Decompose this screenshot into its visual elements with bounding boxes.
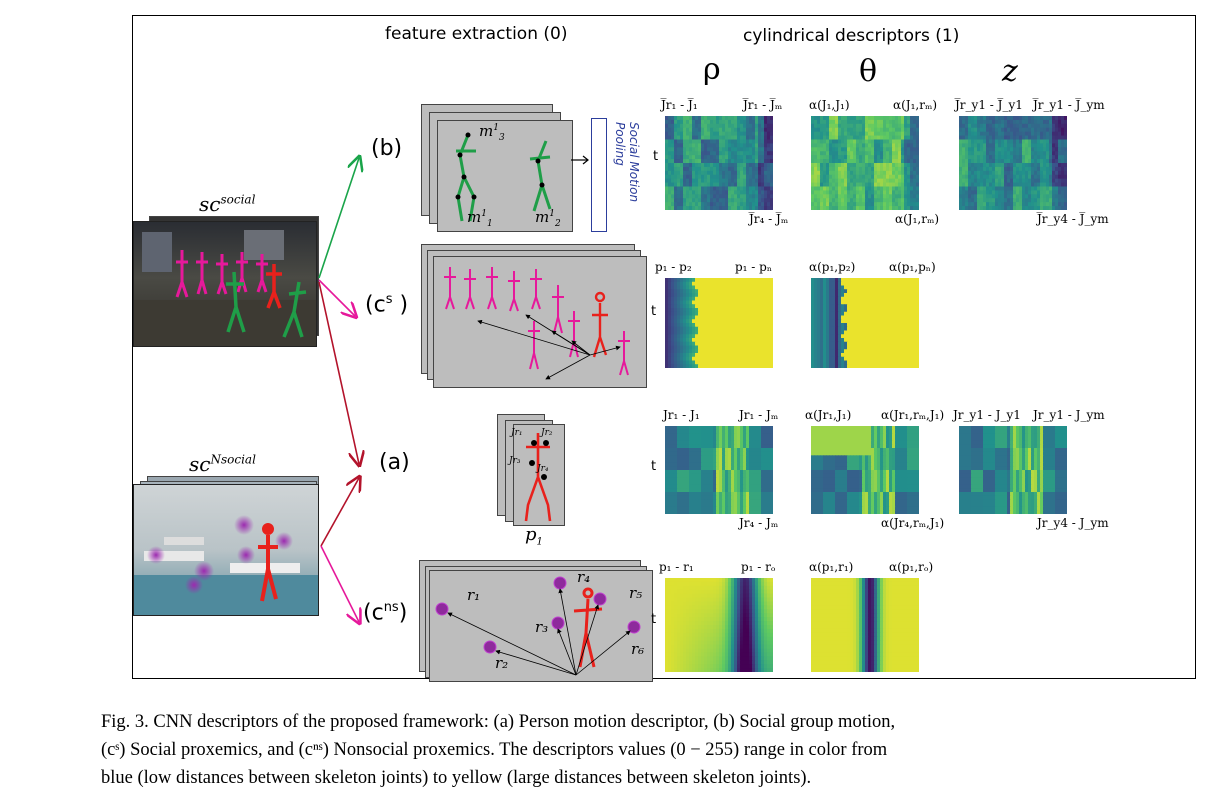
figure-caption: Fig. 3. CNN descriptors of the proposed … [101, 708, 1141, 792]
pooling-arrow [571, 155, 589, 165]
cs-theta-label-tr: α(p₁,pₙ) [889, 260, 936, 274]
row-label-cns: (cns) [363, 600, 408, 626]
cs-rho-t-axis: t [651, 304, 657, 319]
a-rho-label-br: Jr₄ - Jₘ [739, 516, 779, 530]
b-rho-label-tl: J̅r₁ - J̅₁ [661, 98, 698, 112]
cylindrical-descriptors-header: cylindrical descriptors (1) [743, 26, 960, 46]
b-rho-label-tr: J̅r₁ - J̅ₘ [743, 98, 783, 112]
p1-label: p1 [525, 524, 543, 548]
a-z-label-tr: Jr_y1 - J_ym [1033, 408, 1105, 422]
row-label-cs: (cs ) [365, 292, 409, 318]
heatmap-a-z [959, 426, 1068, 515]
b-theta-label-tl: α(J₁,J₁) [809, 98, 850, 112]
cns-rho-label-tl: p₁ - r₁ [659, 560, 694, 574]
m2-label: m12 [535, 208, 561, 229]
cs-rho-label-tr: p₁ - pₙ [735, 260, 773, 274]
r2-label: r₂ [495, 654, 509, 672]
b-theta-label-br: α(J₁,rₘ) [895, 212, 939, 226]
branch-arrows [318, 146, 403, 636]
m3-label: m13 [479, 122, 505, 143]
heatmap-b-z [959, 116, 1068, 211]
b-z-label-tr: J̅r_y1 - J̅_ym [1033, 98, 1105, 112]
row-label-a: (a) [379, 450, 410, 475]
a-z-label-br: Jr_y4 - J_ym [1037, 516, 1109, 530]
m1-label: m11 [467, 208, 493, 229]
heatmap-cs-theta [811, 278, 920, 369]
heatmap-cns-theta [811, 578, 920, 673]
rho-header: ρ [703, 52, 721, 87]
heatmap-a-rho [665, 426, 774, 515]
nonsocial-scene-photo [133, 484, 319, 616]
a-rho-label-tr: Jr₁ - Jₘ [739, 408, 779, 422]
b-z-label-tl: J̅r_y1 - J̅_y1 [955, 98, 1023, 112]
jr3-label: Jr₃ [509, 456, 521, 466]
caption-line-1: Fig. 3. CNN descriptors of the proposed … [101, 712, 896, 732]
jr1-label: Jr₁ [511, 428, 523, 438]
jr2-label: Jr₂ [541, 428, 553, 438]
pooling-label: Social Motion Pooling [613, 122, 641, 203]
cns-rho-label-tr: p₁ - rₒ [741, 560, 776, 574]
a-theta-label-br: α(Jr₄,rₘ,J₁) [881, 516, 945, 530]
a-rho-label-tl: Jr₁ - J₁ [663, 408, 700, 422]
r5-label: r₅ [629, 584, 643, 602]
heatmap-cs-rho [665, 278, 774, 369]
heatmap-cns-rho [665, 578, 774, 673]
cns-rho-t-axis: t [651, 612, 657, 627]
r1-label: r₁ [467, 586, 481, 604]
a-theta-label-tl: α(Jr₁,J₁) [805, 408, 852, 422]
b-z-label-br: J̅r_y4 - J̅_ym [1037, 212, 1109, 226]
heatmap-b-theta [811, 116, 920, 211]
caption-line-3: blue (low distances between skeleton joi… [101, 768, 812, 788]
figure-frame: feature extraction (0) cylindrical descr… [132, 15, 1196, 682]
group-panel-front [437, 120, 573, 232]
cs-rho-label-tl: p₁ - p₂ [655, 260, 692, 274]
jr4-label: Jr₄ [537, 464, 549, 474]
feature-extraction-header: feature extraction (0) [385, 24, 568, 44]
z-header: z [1002, 54, 1018, 89]
social-scene-photo [133, 221, 317, 347]
row-label-b: (b) [371, 136, 403, 161]
b-theta-label-tr: α(J₁,rₘ) [893, 98, 937, 112]
a-theta-label-tr: α(Jr₁,rₘ,J₁) [881, 408, 945, 422]
r3-label: r₃ [535, 618, 549, 636]
b-rho-t-axis: t [653, 149, 659, 164]
social-proxemics-sketch [444, 267, 630, 380]
heatmap-a-theta [811, 426, 920, 515]
nonsocial-scene-label: scNsocial [189, 452, 256, 476]
pooling-box [591, 118, 607, 232]
nonsocial-panel-front [429, 570, 653, 682]
cs-theta-label-tl: α(p₁,p₂) [809, 260, 856, 274]
r6-label: r₆ [631, 640, 645, 658]
cns-theta-label-tl: α(p₁,r₁) [809, 560, 854, 574]
caption-line-2: (cˢ) Social proxemics, and (cⁿˢ) Nonsoci… [101, 740, 888, 760]
social-panel-front [433, 256, 647, 388]
theta-header: θ [859, 54, 878, 89]
a-rho-t-axis: t [651, 459, 657, 474]
r4-label: r₄ [577, 568, 591, 586]
heatmap-b-rho [665, 116, 774, 211]
person-panel-front [513, 424, 565, 526]
cns-theta-label-tr: α(p₁,rₒ) [889, 560, 934, 574]
a-z-label-tl: Jr_y1 - J_y1 [953, 408, 1021, 422]
social-scene-label: scsocial [199, 192, 256, 216]
b-rho-label-br: J̅r₄ - J̅ₘ [749, 212, 789, 226]
